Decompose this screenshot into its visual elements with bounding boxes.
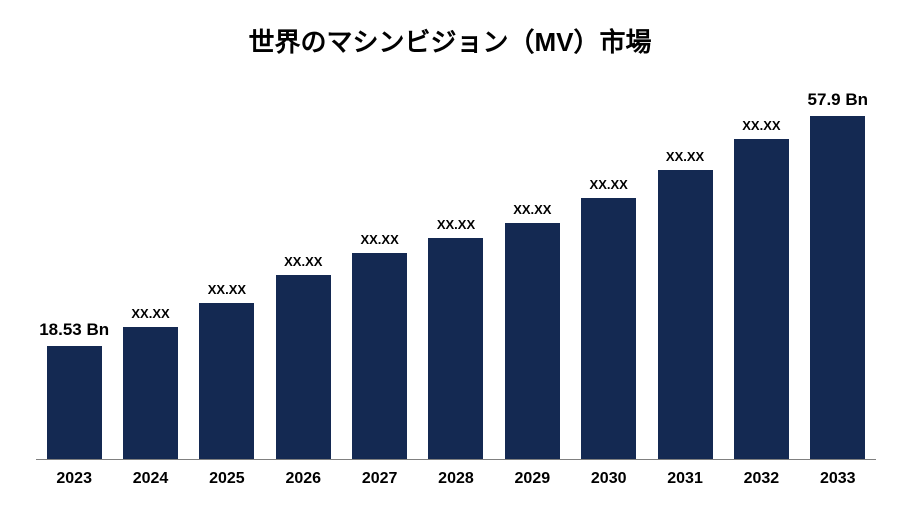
- x-axis-tick-label: 2024: [112, 470, 188, 488]
- bar-value-label: XX.XX: [131, 306, 169, 321]
- x-axis-labels: 2023202420252026202720282029203020312032…: [36, 470, 876, 488]
- x-axis-tick-label: 2027: [341, 470, 417, 488]
- bar-column: XX.XX: [341, 90, 417, 460]
- bar-value-label: XX.XX: [437, 217, 475, 232]
- bar-value-label: XX.XX: [666, 149, 704, 164]
- bar-value-label: 18.53 Bn: [39, 320, 109, 340]
- bar: [428, 238, 483, 460]
- bar-column: XX.XX: [418, 90, 494, 460]
- bar-column: XX.XX: [723, 90, 799, 460]
- bar-column: XX.XX: [494, 90, 570, 460]
- x-axis-tick-label: 2033: [800, 470, 876, 488]
- bar-value-label: XX.XX: [742, 118, 780, 133]
- bar: [352, 253, 407, 460]
- bar-column: XX.XX: [189, 90, 265, 460]
- x-axis-tick-label: 2032: [723, 470, 799, 488]
- bar-value-label: 57.9 Bn: [808, 90, 868, 110]
- bar-column: XX.XX: [647, 90, 723, 460]
- bar: [658, 170, 713, 460]
- bar-value-label: XX.XX: [360, 232, 398, 247]
- bar: [199, 303, 254, 460]
- bars-group: 18.53 Bn XX.XX XX.XX XX.XX XX.XX XX.XX XX.XX XX…: [36, 90, 876, 460]
- bar: [276, 275, 331, 460]
- bar: [123, 327, 178, 460]
- bar: [47, 346, 102, 460]
- bar-value-label: XX.XX: [208, 282, 246, 297]
- bar-value-label: XX.XX: [513, 202, 551, 217]
- bar: [581, 198, 636, 460]
- bar: [734, 139, 789, 460]
- bar-value-label: XX.XX: [284, 254, 322, 269]
- x-axis-line: [36, 459, 876, 460]
- chart-title: 世界のマシンビジョン（MV）市場: [0, 0, 900, 59]
- bar-column: XX.XX: [112, 90, 188, 460]
- chart-container: 世界のマシンビジョン（MV）市場 18.53 Bn XX.XX XX.XX XX.XX…: [0, 0, 900, 525]
- x-axis-tick-label: 2029: [494, 470, 570, 488]
- x-axis-tick-label: 2028: [418, 470, 494, 488]
- bar-column: XX.XX: [571, 90, 647, 460]
- x-axis-tick-label: 2031: [647, 470, 723, 488]
- x-axis-tick-label: 2023: [36, 470, 112, 488]
- x-axis-tick-label: 2025: [189, 470, 265, 488]
- bar-column: 57.9 Bn: [800, 90, 876, 460]
- bar: [505, 223, 560, 460]
- x-axis-tick-label: 2030: [571, 470, 647, 488]
- bar-column: 18.53 Bn: [36, 90, 112, 460]
- plot-area: 18.53 Bn XX.XX XX.XX XX.XX XX.XX XX.XX XX.XX XX…: [36, 90, 876, 460]
- bar-column: XX.XX: [265, 90, 341, 460]
- bar: [810, 116, 865, 460]
- bar-value-label: XX.XX: [590, 177, 628, 192]
- x-axis-tick-label: 2026: [265, 470, 341, 488]
